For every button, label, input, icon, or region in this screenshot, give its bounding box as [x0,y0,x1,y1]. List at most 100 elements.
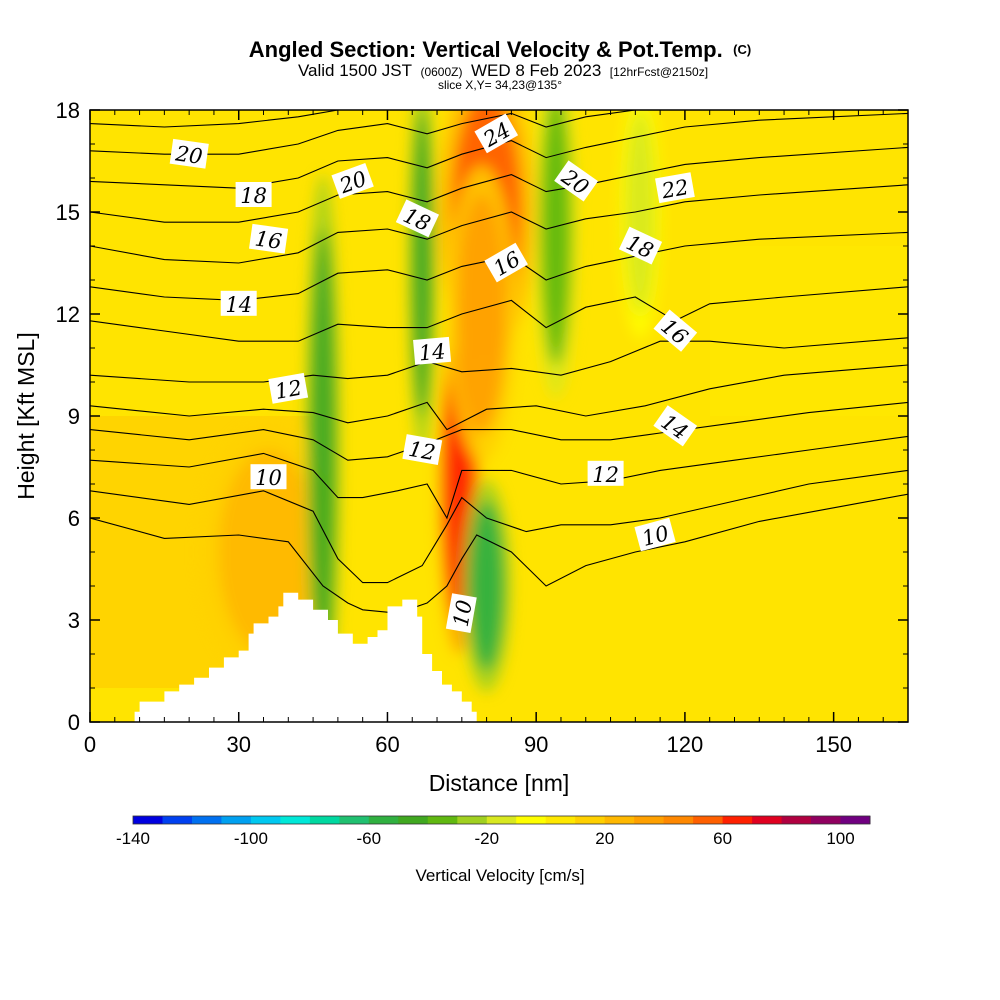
axis-ticks [89,109,908,723]
colorbar-swatch [722,816,753,824]
contour-label-text: 20 [173,141,204,169]
contour-label-bg [413,336,452,365]
y-tick-label: 6 [68,506,80,531]
theta-contour-21 [90,110,636,155]
contour-label-text: 18 [240,184,267,208]
contour-label-bg [634,517,676,552]
contour-label: 12 [587,460,624,487]
downdraft-core [625,110,656,314]
colorbar-swatch [486,816,517,824]
plot-area [90,110,908,722]
theta-contour-12 [90,435,908,520]
colorbar-tick-label: 100 [826,829,854,848]
subtitle-valid: Valid 1500 JST [298,61,412,80]
y-axis-label: Height [Kft MSL] [13,332,39,499]
contour-label: 10 [250,464,287,490]
theta-contour-10 [90,493,908,614]
y-tick-label: 3 [68,608,80,633]
x-tick-label: 90 [524,732,548,757]
y-tick-label: 9 [68,404,80,429]
contour-label-bg [169,138,209,169]
contour-label-bg [554,160,599,202]
theta-contour-19 [90,146,908,223]
contour-label: 10 [445,593,477,634]
x-tick-label: 0 [84,732,96,757]
colorbar-swatch [693,816,724,824]
colorbar-swatch [162,816,193,824]
colorbar-tick-label: -100 [234,829,268,848]
contour-label-bg [484,242,528,283]
chart-title: Angled Section: Vertical Velocity & Pot.… [249,37,723,62]
contour-label: 16 [249,223,289,254]
colorbar-swatch [368,816,399,824]
contour-label: 12 [268,372,309,404]
contour-label-bg [331,163,374,199]
colorbar-labels: -140 -100 -60 -20 20 60 100 [116,829,855,848]
chart-title-wrap: Angled Section: Vertical Velocity & Pot.… [249,37,751,62]
colorbar-swatch [250,816,281,824]
colorbar-swatch [280,816,311,824]
contour-label-text: 10 [449,598,477,628]
contour-label: 20 [169,138,209,169]
y-tick-label: 12 [56,302,80,327]
colorbar-swatch [781,816,812,824]
theta-contours [90,110,908,614]
contour-label-text: 14 [418,339,447,365]
contour-label-bg [250,464,287,490]
contour-label-bg [618,226,663,265]
contour-label-bg [249,223,289,254]
theta-contour-16 [90,286,908,342]
contour-label: 22 [655,172,695,203]
chart-subtitle2: slice X,Y= 34,23@135° [438,78,562,92]
field-band [709,246,908,416]
contour-label: 10 [634,517,676,552]
colorbar-swatch [545,816,576,824]
colorbar-swatch [604,816,635,824]
theta-contour-13 [90,401,908,461]
downdraft-core [310,229,336,671]
contour-label: 18 [235,182,272,208]
colorbar-tick-label: -140 [116,829,150,848]
theta-contour-17 [90,231,908,301]
contour-label-text: 12 [407,437,437,465]
colorbar-swatch [811,816,841,824]
x-tick-label: 30 [226,732,250,757]
contour-label-text: 12 [592,463,619,487]
theta-contour-14 [90,364,908,431]
colorbar-swatch [339,816,370,824]
colorbar-title: Vertical Velocity [cm/s] [415,866,584,885]
contour-label-text: 22 [659,175,690,203]
colorbar-swatch [192,816,222,824]
contour-label-text: 16 [253,226,283,253]
colorbar-swatch [516,816,547,824]
contour-label-bg [402,434,443,465]
colorbar-tick-label: -60 [357,829,382,848]
colorbar-swatch [634,816,665,824]
colorbar-swatch [840,816,871,824]
colorbar-swatch [133,816,163,824]
theta-contour-22 [90,110,338,128]
contour-label-text: 10 [255,466,282,490]
colorbar-swatch [752,816,783,824]
y-tick-label: 18 [56,98,80,123]
contour-label-text: 12 [273,376,303,404]
colorbar-swatch [398,816,429,824]
colorbar-swatch [575,816,606,824]
y-tick-label: 15 [56,200,80,225]
contour-label-bg [395,199,440,238]
contour-label-bg [235,182,272,207]
colorbar-frame [132,815,871,825]
contour-label: 14 [413,336,452,366]
x-tick-label: 120 [667,732,704,757]
y-tick-label: 0 [68,710,80,735]
colorbar-tick-label: 60 [713,829,732,848]
contour-label-bg [445,593,477,634]
contour-label-bg [653,309,698,352]
contour-label-bg [653,405,698,447]
chart-subtitle: Valid 1500 JST (0600Z) WED 8 Feb 2023 [1… [298,61,708,80]
colorbar-swatch [663,816,694,824]
theta-contour-18 [90,184,908,264]
contour-label: 12 [402,434,443,465]
